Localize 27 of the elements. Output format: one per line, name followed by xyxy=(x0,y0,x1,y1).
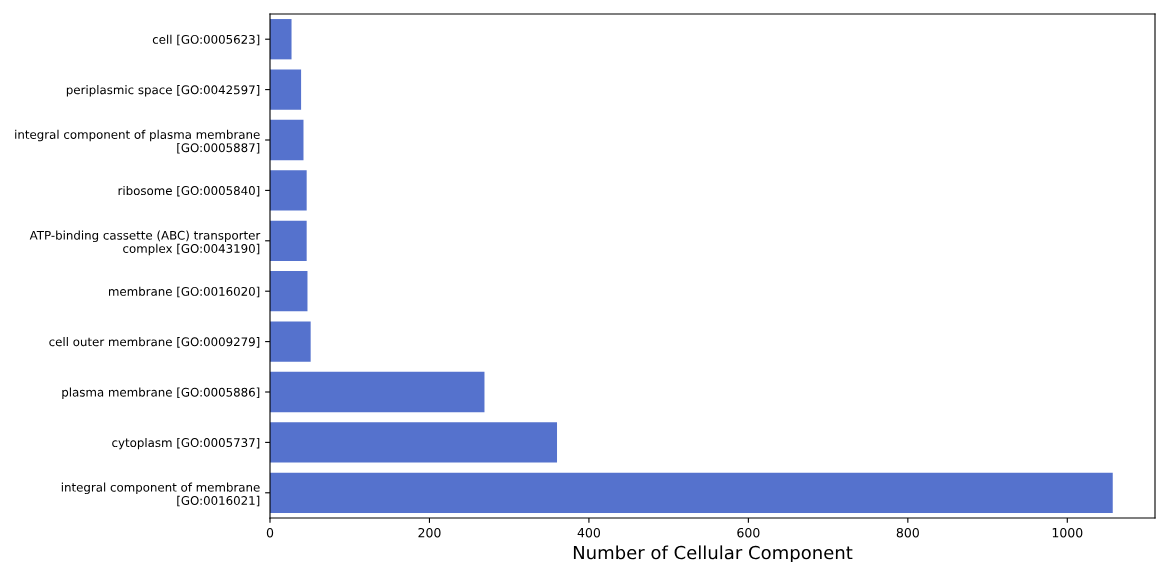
y-tick-label: ATP-binding cassette (ABC) transporter complex [GO:0043190] xyxy=(29,230,261,256)
x-tick-label: 200 xyxy=(418,527,441,538)
y-tick-label: integral component of membrane [GO:0016021] xyxy=(61,482,260,507)
x-tick-label: 0 xyxy=(266,527,274,538)
y-tick-label: membrane [GO:0016020] xyxy=(109,286,260,298)
x-tick-label: 600 xyxy=(737,527,760,538)
x-axis-title: Number of Cellular Component xyxy=(573,545,853,562)
bar xyxy=(270,422,558,463)
bar xyxy=(270,271,308,312)
x-tick-label: 400 xyxy=(577,527,601,538)
y-tick-label: cell [GO:0005623] xyxy=(152,34,260,46)
x-tick-label: 1000 xyxy=(1052,527,1083,538)
bar xyxy=(270,119,304,161)
y-tick-label: plasma membrane [GO:0005886] xyxy=(62,387,260,399)
bar xyxy=(270,321,311,362)
y-tick-label: integral component of plasma membrane [GO:0005887] xyxy=(15,129,260,154)
x-tick-label: 800 xyxy=(896,527,919,538)
y-tick-label: cell outer membrane [GO:0009279] xyxy=(49,337,260,348)
bar xyxy=(270,371,485,413)
bar xyxy=(270,220,307,261)
y-tick-label: cytoplasm [GO:0005737] xyxy=(112,437,260,450)
bar xyxy=(270,69,302,110)
bar xyxy=(270,170,307,211)
bar xyxy=(270,19,292,60)
bar xyxy=(270,472,1113,513)
y-tick-label: ribosome [GO:0005840] xyxy=(118,185,260,197)
y-tick-label: periplasmic space [GO:0042597] xyxy=(66,85,260,97)
